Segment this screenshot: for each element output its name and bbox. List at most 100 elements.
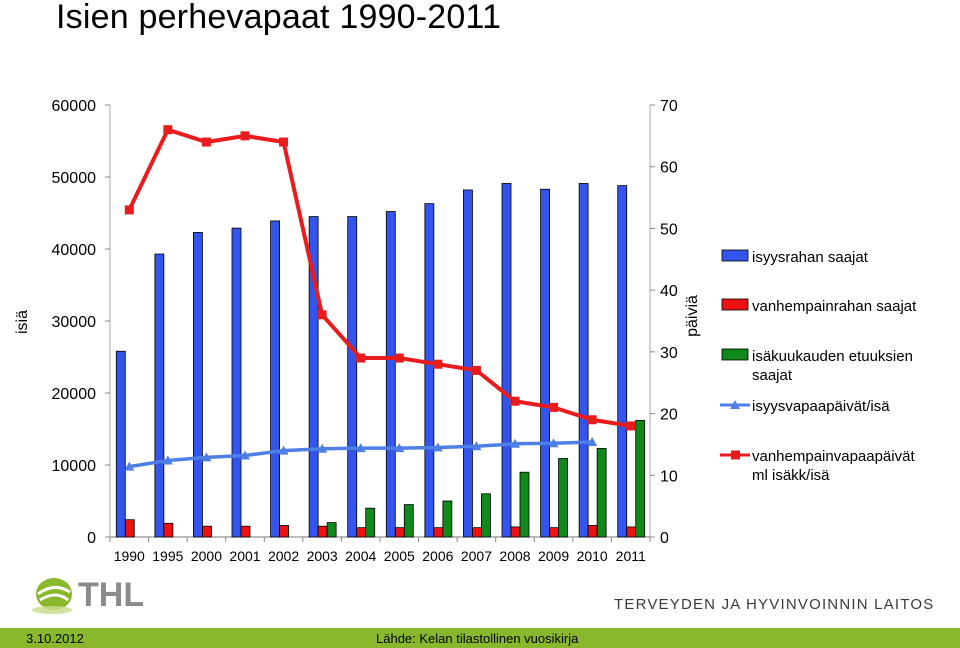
chart-svg: 0 10000 20000 30000 40000 50000 60000 0 10 20 30 40… [14,98,917,564]
point-isyysvapaapaivat [162,455,173,465]
bar-isakuukauden-saajat [558,458,568,538]
bar-isakuukauden-saajat [365,507,376,538]
point-vanhempainvapaapaivat [471,365,481,375]
x-tick-label: 2010 [577,548,608,564]
bar-isakuukauden-saajat [442,500,453,538]
point-vanhempainvapaapaivat [356,353,366,363]
footer-date: 3.10.2012 [26,631,84,646]
footer-bar [0,628,960,648]
left-tick-label: 50000 [52,170,97,187]
legend-marker [731,450,740,460]
bar-isyysrahan-saajat [154,253,165,538]
bar-isakuukauden-saajat [326,522,337,538]
x-tick-label: 2008 [499,548,530,564]
bar-vanhempainrahan-saajat [626,526,637,538]
right-axis-title: päiviä [684,295,701,337]
legend-label: saajat [752,367,793,384]
line-vanhempainvapaapaivat [127,127,632,428]
x-tick-label: 2004 [345,548,376,564]
legend-label: vanhempainvapaapäivät [752,448,915,465]
bar-isyysrahan-saajat [308,216,319,538]
legend-swatch [721,348,749,361]
right-tick-label: 50 [660,221,678,238]
chart-title: Isien perhevapaat 1990-2011 [56,0,502,36]
x-tick-label: 2000 [191,548,222,564]
bar-isakuukauden-saajat [481,493,491,538]
x-tick-label: 1995 [152,548,183,564]
right-tick-label: 60 [660,160,678,177]
point-vanhempainvapaapaivat [201,137,211,147]
bar-vanhempainrahan-saajat [394,527,405,538]
bar-isakuukauden-saajat [519,471,530,538]
left-tick-label: 10000 [52,458,97,475]
footer-source: Lähde: Kelan tilastollinen vuosikirja [376,631,579,646]
point-vanhempainvapaapaivat [163,125,173,135]
right-tick-label: 70 [660,98,678,115]
legend-label: isäkuukauden etuuksien [752,348,913,365]
point-vanhempainvapaapaivat [317,310,327,320]
point-vanhempainvapaapaivat [433,359,443,369]
point-vanhempainvapaapaivat [510,396,520,406]
bar-isyysrahan-saajat [347,216,358,538]
bar-vanhempainrahan-saajat [510,526,521,538]
x-tick-label: 2002 [268,548,299,564]
x-tick-label: 2006 [422,548,453,564]
bar-vanhempainrahan-saajat [587,525,598,538]
point-vanhempainvapaapaivat [124,205,134,215]
left-tick-label: 20000 [52,386,97,403]
bar-isakuukauden-saajat [635,419,646,538]
left-tick-label: 0 [87,530,96,547]
point-vanhempainvapaapaivat [394,353,404,363]
point-vanhempainvapaapaivat [240,131,250,141]
bar-vanhempainrahan-saajat [472,527,482,538]
left-tick-label: 40000 [52,242,97,259]
bar-isyysrahan-saajat [193,232,203,538]
legend-label: isyysvapaapäivät/isä [752,398,890,415]
bar-isyysrahan-saajat [231,227,242,538]
point-vanhempainvapaapaivat [279,137,289,147]
bar-isyysrahan-saajat [463,189,473,538]
point-vanhempainvapaapaivat [549,402,559,412]
bar-isakuukauden-saajat [403,504,414,538]
bar-vanhempainrahan-saajat [124,519,135,538]
org-name: TERVEYDEN JA HYVINVOINNIN LAITOS [614,596,935,613]
x-tick-label: 2007 [461,548,492,564]
x-tick-label: 2009 [538,548,569,564]
bar-isyysrahan-saajat [115,350,126,538]
bar-vanhempainrahan-saajat [433,527,444,538]
point-isyysvapaapaivat [317,443,328,453]
bar-isyysrahan-saajat [540,188,550,538]
point-isyysvapaapaivat [394,443,405,453]
right-tick-label: 40 [660,283,678,300]
left-tick-label: 60000 [52,98,97,115]
bar-vanhempainrahan-saajat [317,525,328,538]
point-isyysvapaapaivat [124,461,135,471]
bar-isyysrahan-saajat [270,220,280,538]
bar-isyysrahan-saajat [617,185,628,538]
x-tick-label: 2011 [616,548,646,564]
thl-logo-text: THL [78,576,144,614]
legend-swatch [721,298,749,311]
bar-isyysrahan-saajat [424,203,435,538]
right-tick-label: 10 [660,468,678,485]
bar-vanhempainrahan-saajat [279,525,289,538]
bar-isakuukauden-saajat [596,448,607,538]
point-isyysvapaapaivat [471,441,482,451]
point-isyysvapaapaivat [278,445,289,455]
point-isyysvapaapaivat [510,438,520,448]
point-vanhempainvapaapaivat [587,415,597,425]
bar-isyysrahan-saajat [501,183,512,538]
right-tick-label: 20 [660,407,678,424]
x-tick-label: 2005 [384,548,415,564]
legend-label: ml isäkk/isä [752,467,830,484]
thl-globe-icon [32,578,72,614]
bar-vanhempainrahan-saajat [240,525,251,538]
bar-vanhempainrahan-saajat [549,527,559,538]
point-isyysvapaapaivat [432,442,443,452]
bar-vanhempainrahan-saajat [163,522,174,538]
point-vanhempainvapaapaivat [626,421,636,431]
bar-vanhempainrahan-saajat [202,525,212,538]
point-isyysvapaapaivat [548,438,559,448]
point-isyysvapaapaivat [240,450,250,460]
left-tick-label: 30000 [52,314,97,331]
